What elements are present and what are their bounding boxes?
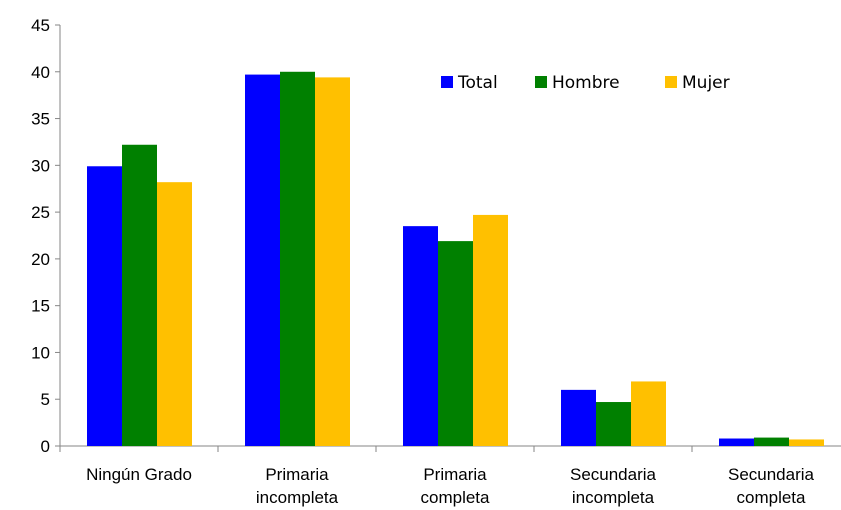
category-label: incompleta <box>256 488 339 507</box>
x-axis <box>59 445 841 452</box>
category-label: Secundaria <box>570 465 657 484</box>
bar-mujer-4 <box>789 439 824 446</box>
bar-mujer-2 <box>473 214 508 446</box>
legend-swatch-mujer <box>665 76 677 88</box>
bars <box>87 71 824 447</box>
y-tick-label: 20 <box>31 250 50 269</box>
y-tick-label: 0 <box>41 437 50 456</box>
category-label: Primaria <box>423 465 487 484</box>
y-tick-label: 5 <box>41 390 50 409</box>
bar-hombre-4 <box>754 437 789 446</box>
category-label: completa <box>737 488 807 507</box>
bar-total-1 <box>245 74 280 446</box>
y-tick-label: 25 <box>31 203 50 222</box>
category-label: Secundaria <box>728 465 815 484</box>
y-tick-label: 35 <box>31 110 50 129</box>
y-tick-label: 45 <box>31 16 50 35</box>
bar-mujer-3 <box>631 381 666 446</box>
bar-total-0 <box>87 166 122 446</box>
bar-mujer-0 <box>157 182 192 446</box>
bar-total-4 <box>719 438 754 446</box>
legend-label-total: Total <box>457 73 498 93</box>
y-tick-label: 30 <box>31 156 50 175</box>
legend-swatch-total <box>441 76 453 88</box>
bar-hombre-3 <box>596 402 631 446</box>
category-label: incompleta <box>572 488 655 507</box>
legend: Total Hombre Mujer <box>441 73 730 93</box>
y-tick-label: 10 <box>31 343 50 362</box>
bar-total-2 <box>403 226 438 446</box>
y-tick-label: 15 <box>31 297 50 316</box>
y-tick-label: 40 <box>31 63 50 82</box>
category-label: completa <box>421 488 491 507</box>
bar-total-3 <box>561 389 596 446</box>
bar-hombre-0 <box>122 144 157 447</box>
category-label: Primaria <box>265 465 329 484</box>
y-axis: 0 5 10 15 20 25 30 35 40 45 <box>31 16 61 456</box>
category-label: Ningún Grado <box>86 465 192 484</box>
legend-swatch-hombre <box>535 76 547 88</box>
bar-mujer-1 <box>315 77 350 446</box>
category-labels: Ningún Grado Primaria incompleta Primaria co… <box>86 465 814 507</box>
bar-hombre-2 <box>438 241 473 446</box>
legend-label-mujer: Mujer <box>682 73 730 93</box>
legend-label-hombre: Hombre <box>552 73 620 93</box>
bar-hombre-1 <box>280 71 315 447</box>
